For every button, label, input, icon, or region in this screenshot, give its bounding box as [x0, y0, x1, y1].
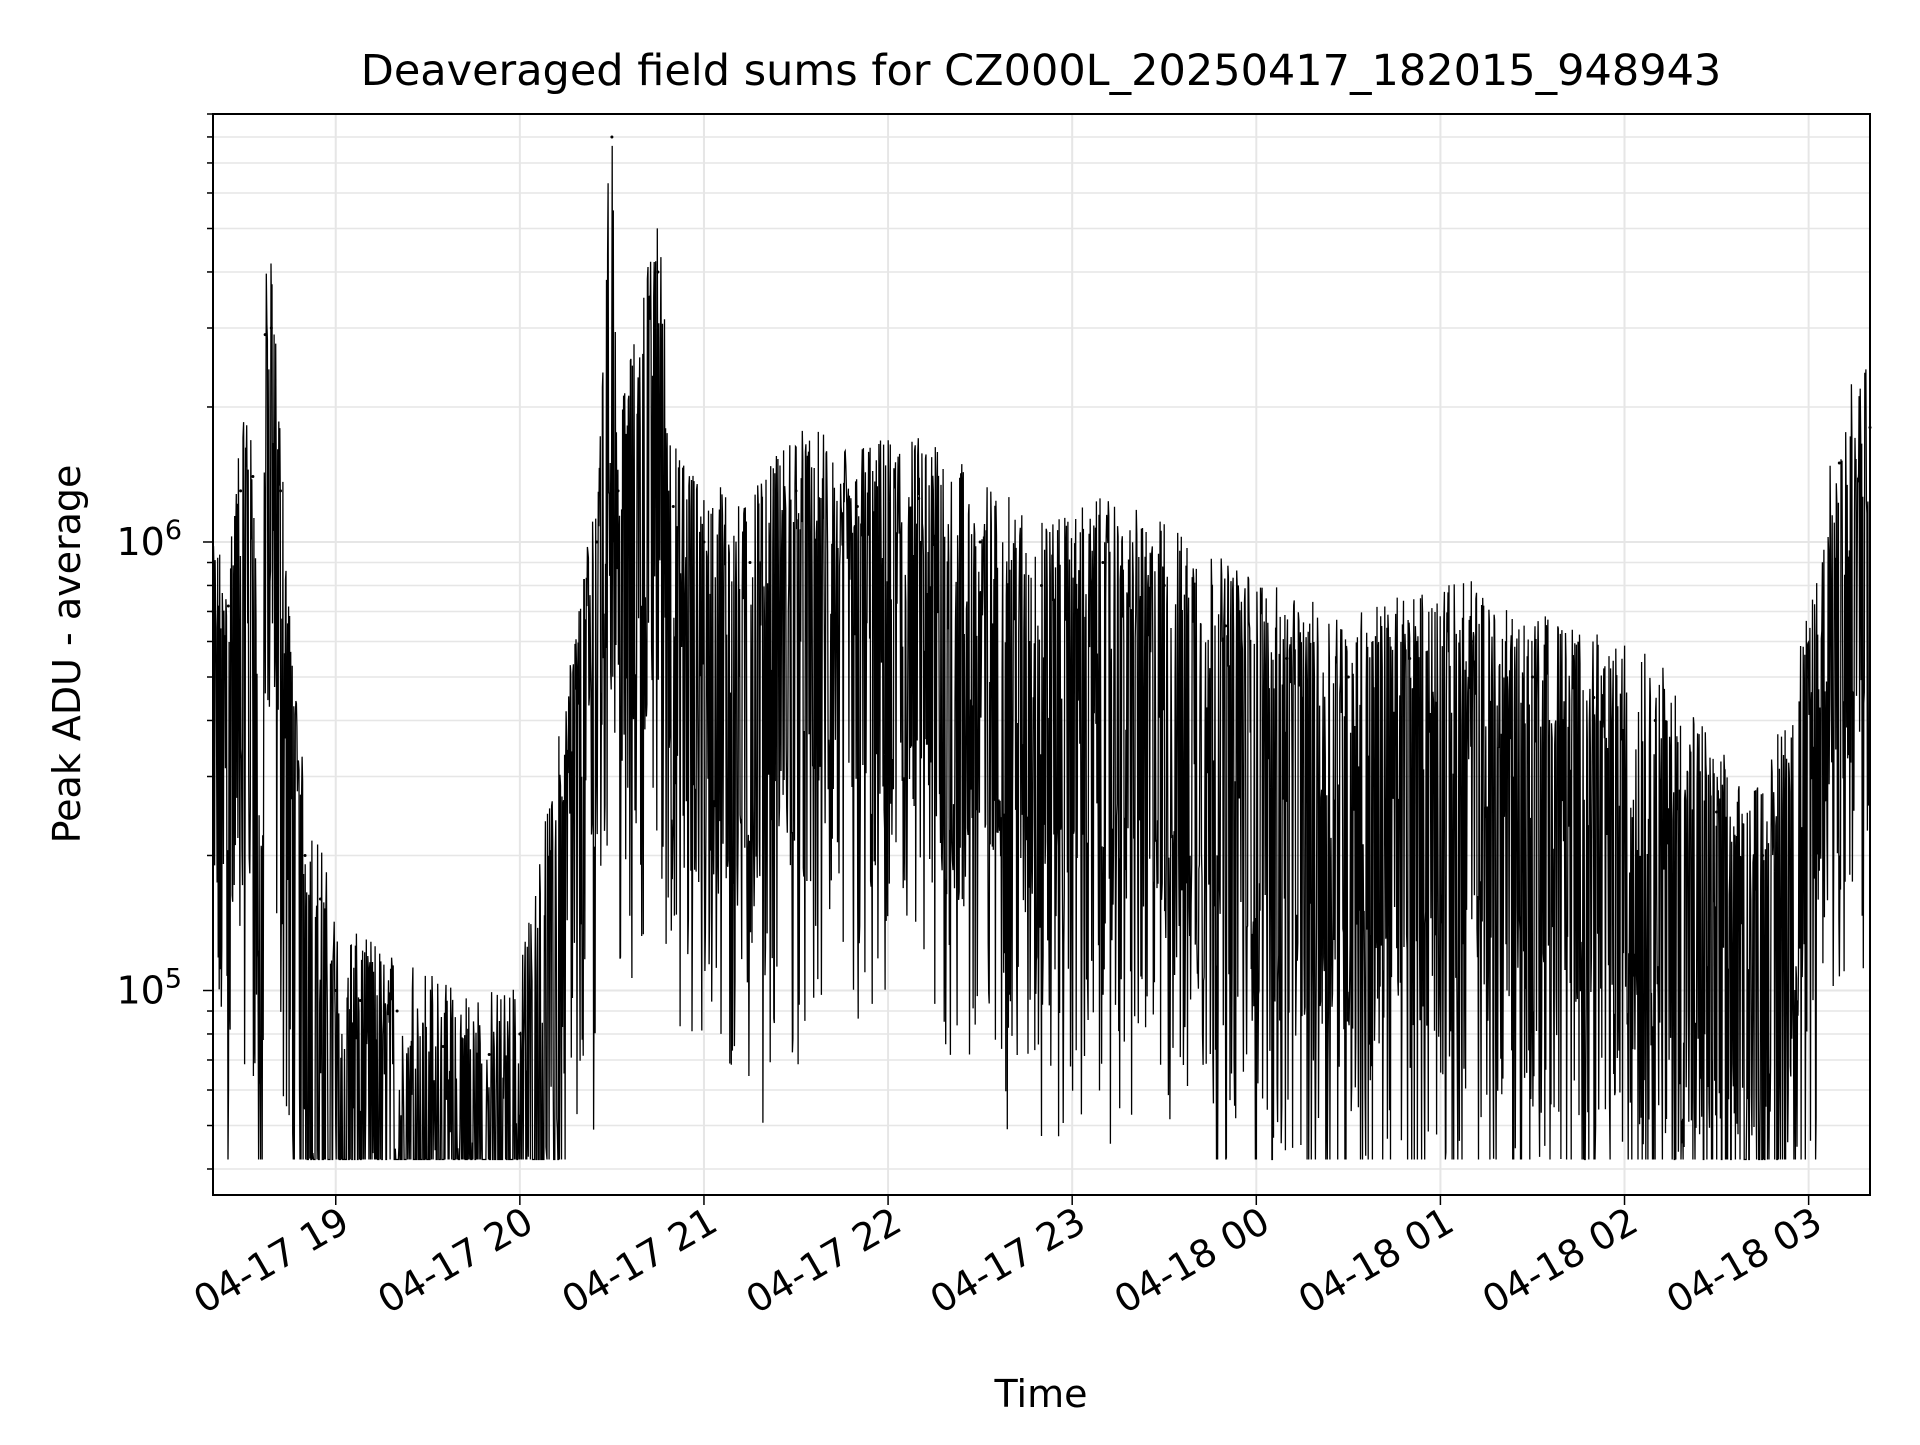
data-point: [487, 1052, 491, 1056]
data-point: [1592, 696, 1596, 700]
data-point: [610, 135, 614, 139]
data-point: [518, 1032, 522, 1036]
data-point: [1408, 656, 1412, 660]
y-tick-label: 105: [116, 964, 182, 1013]
data-point: [595, 540, 599, 544]
data-point: [288, 675, 292, 679]
data-point: [334, 989, 338, 993]
data-point: [303, 853, 307, 857]
data-series-line: [212, 145, 1871, 1161]
y-axis-label: Peak ADU - average: [45, 465, 89, 844]
data-point: [1101, 561, 1105, 565]
data-point: [263, 333, 267, 337]
data-point: [549, 853, 553, 857]
data-point: [395, 1009, 399, 1013]
data-point: [260, 910, 264, 914]
data-point: [1162, 583, 1166, 587]
data-point: [239, 489, 243, 493]
data-point: [358, 998, 362, 1002]
data-point: [269, 326, 273, 330]
data-point: [1346, 675, 1350, 679]
data-point: [1530, 675, 1534, 679]
x-axis-label: Time: [994, 1372, 1088, 1416]
data-point: [1715, 810, 1719, 814]
data-point: [855, 504, 859, 508]
chart-title: Deaveraged field sums for CZ000L_2025041…: [361, 46, 1722, 96]
plot-frame: [212, 113, 1871, 1196]
data-point: [702, 540, 706, 544]
data-point: [1285, 656, 1289, 660]
data-point: [1224, 624, 1228, 628]
data-point: [748, 561, 752, 565]
data-point: [794, 489, 798, 493]
data-point: [279, 489, 283, 493]
data-point: [671, 504, 675, 508]
data-point: [441, 1045, 445, 1049]
data-point: [251, 474, 255, 478]
y-tick-label: 106: [116, 515, 182, 564]
data-point: [318, 897, 322, 901]
data-point: [1837, 461, 1841, 465]
data-point: [1469, 639, 1473, 643]
data-point: [978, 540, 982, 544]
data-point: [656, 270, 660, 274]
data-point: [917, 497, 921, 501]
data-point: [1761, 853, 1765, 857]
data-point: [616, 489, 620, 493]
data-point: [1807, 675, 1811, 679]
data-point: [1040, 583, 1043, 587]
data-point: [226, 604, 230, 608]
data-point: [1653, 718, 1657, 722]
